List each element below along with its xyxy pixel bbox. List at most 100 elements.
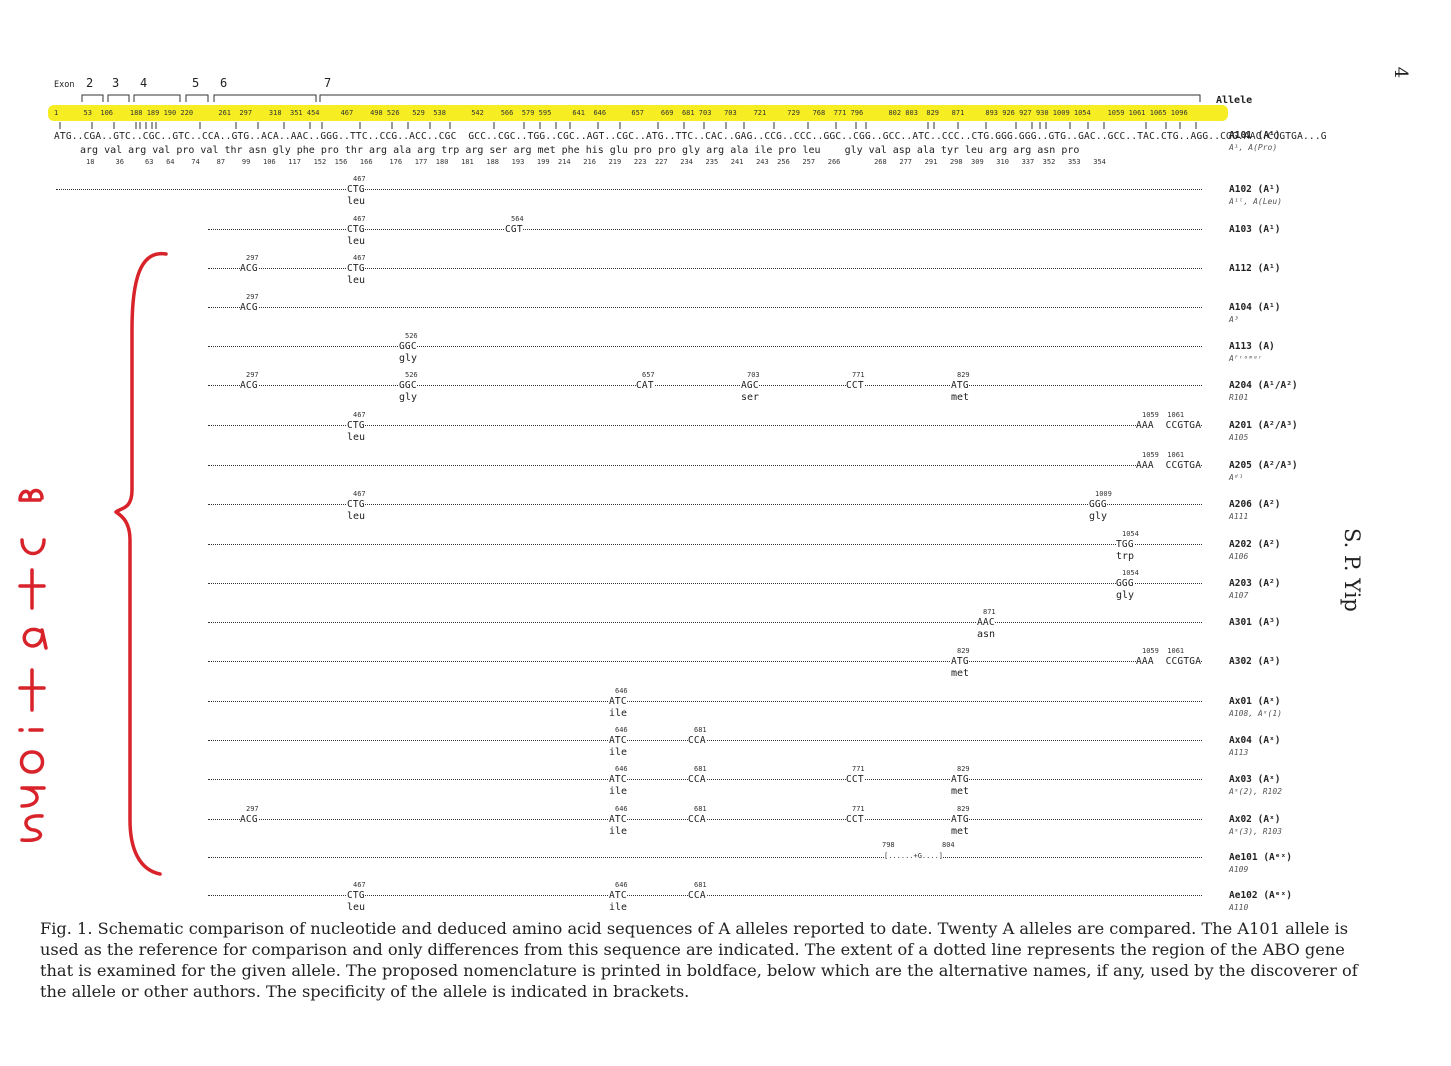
mutation-position: 526 [405,371,418,379]
allele-region-line [208,425,1202,426]
mutation-position: 1059 1061 [1142,647,1185,655]
running-head: S. P. Yip [1340,528,1364,612]
mutation-codon: AAA CCGTGA [1136,420,1202,431]
mutation-codon: ATC [609,696,627,707]
allele-name: A206 (A²) [1229,499,1281,510]
allele-name: A103 (A¹) [1229,224,1281,235]
mutation-codon: GGG [1089,499,1107,510]
codon-numbers: 18 36 63 64 74 87 99 106 117 152 156 166… [86,158,1106,166]
allele-name: Ax02 (Aˣ) [1229,814,1281,825]
mutation-position: 681 [694,765,707,773]
allele-region-line [208,385,1202,386]
exon-3: 3 [112,76,120,90]
allele-alt-name: A111 [1229,512,1249,521]
mutation-position: 1054 [1122,569,1139,577]
allele-name: Ax04 (Aˣ) [1229,735,1281,746]
allele-region-line [208,307,1202,308]
allele-alt-name: A¹ˡ, A(Leu) [1229,197,1282,206]
mutation-position: 467 [353,411,366,419]
allele-region-line [208,268,1202,269]
mutation-position: 646 [615,726,628,734]
mutation-amino-acid: ile [609,708,628,719]
figure-caption: Fig. 1. Schematic comparison of nucleoti… [40,919,1358,1001]
mutation-codon: ATC [609,890,627,901]
mutation-amino-acid: gly [1116,590,1135,601]
allele-region-line [56,189,1202,190]
allele-alt-name: Aᶠʳᵒᵐᵉʳ [1229,354,1263,363]
allele-alt-name: R101 [1229,393,1249,402]
exon-6: 6 [220,76,228,90]
exon-brackets [81,94,1201,102]
mutation-position: 871 [983,608,996,616]
mutation-codon: ACG [240,380,258,391]
allele-name: A113 (A) [1229,341,1275,352]
allele-column-header: Allele [1216,95,1253,106]
mutation-codon: CAT [636,380,654,391]
mutation-amino-acid: ile [609,747,628,758]
mutation-codon: AGC [741,380,759,391]
allele-name: A101 (A¹) [1229,130,1281,141]
allele-region-line [208,661,1202,662]
mutation-codon: CGT [505,224,523,235]
mutation-position: 526 [405,332,418,340]
mutation-position: 467 [353,490,366,498]
mutation-amino-acid: met [951,786,970,797]
exon-7: 7 [324,76,332,90]
allele-name: A104 (A¹) [1229,302,1281,313]
mutation-codon: CCT [846,774,864,785]
mutation-codon: ATC [609,814,627,825]
allele-region-line [208,465,1202,466]
mutation-codon: CTG [347,263,365,274]
reference-amino-acids: arg val arg val pro val thr asn gly phe … [80,145,1080,156]
position-numbers: 1 53 106 188 189 190 220 261 297 318 351… [54,109,1188,117]
mutation-codon: CCA [688,774,706,785]
mutation-amino-acid: ile [609,826,628,837]
exon-4: 4 [140,76,148,90]
mutation-position: 646 [615,805,628,813]
mutation-amino-acid: leu [347,902,366,913]
mutation-amino-acid: leu [347,511,366,522]
allele-name: A205 (A²/A³) [1229,460,1298,471]
mutation-position: 657 [642,371,655,379]
mutation-amino-acid: trp [1116,551,1135,562]
page-number: 4 [1389,66,1411,79]
mutation-position: 703 [747,371,760,379]
mutation-position: 681 [694,805,707,813]
mutation-position: 297 [246,254,259,262]
allele-region-line [208,701,1202,702]
mutation-position: 829 [957,765,970,773]
allele-name: A301 (A³) [1229,617,1281,628]
allele-name: Ax03 (Aˣ) [1229,774,1281,785]
mutation-codon: CTG [347,184,365,195]
allele-name: Ae101 (Aᵉˣ) [1229,852,1292,863]
mutation-amino-acid: ile [609,902,628,913]
mutation-codon: ATC [609,735,627,746]
mutation-amino-acid: gly [399,353,418,364]
mutation-position: 1054 [1122,530,1139,538]
insertion-mark: [......+G....] [884,852,944,860]
allele-name: A112 (A¹) [1229,263,1281,274]
mutation-codon: ACG [240,814,258,825]
mutation-position: 646 [615,687,628,695]
mutation-amino-acid: ser [741,392,760,403]
exon-label: Exon [54,80,75,90]
mutation-codon: GGC [399,341,417,352]
mutation-amino-acid: met [951,668,970,679]
allele-name: A102 (A¹) [1229,184,1281,195]
handwritten-annotation [18,251,168,876]
allele-name: Ae102 (Aᵉˣ) [1229,890,1292,901]
mutation-codon: CTG [347,420,365,431]
mutation-codon: AAA CCGTGA [1136,656,1202,667]
allele-region-line [208,229,1202,230]
allele-alt-name: Aᵈ¹ [1229,473,1244,482]
mutation-codon: ATC [609,774,627,785]
allele-alt-name: A³ [1229,315,1239,324]
mutation-position: 798 [882,841,895,849]
allele-region-line [208,504,1202,505]
mutation-codon: CCA [688,890,706,901]
mutation-position: 829 [957,647,970,655]
mutation-position: 1059 1061 [1142,451,1185,459]
mutation-codon: TGG [1116,539,1134,550]
allele-alt-name: A110 [1229,903,1249,912]
mutation-position: 1059 1061 [1142,411,1185,419]
